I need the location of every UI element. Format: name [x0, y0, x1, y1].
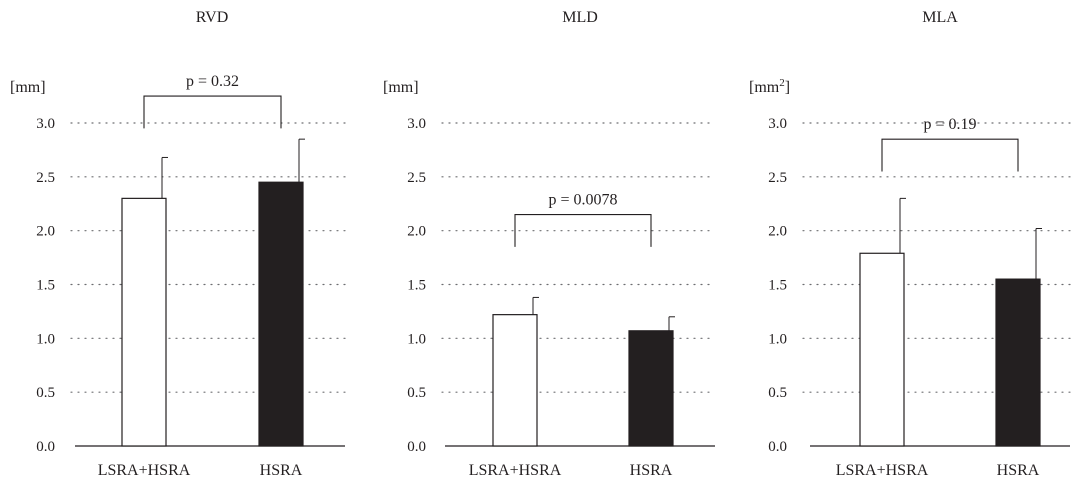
y-tick-label: 2.5: [768, 170, 787, 186]
category-label: HSRA: [630, 462, 673, 479]
y-tick-label: 1.5: [768, 278, 787, 294]
chart-panel-mld: MLD [mm] 0.0 0.5 1.0 1.5 2.0 2.5 3.0 LSRA+HSRA HSR…: [383, 9, 716, 479]
significance-bracket: [143, 95, 282, 129]
y-tick-label: 1.0: [768, 331, 787, 347]
y-tick-label: 0.0: [407, 439, 426, 455]
bar-hsra: [995, 278, 1041, 447]
y-tick-label: 3.0: [768, 116, 787, 132]
p-value-label: p = 0.32: [186, 73, 239, 90]
y-tick-label: 2.0: [768, 224, 787, 240]
chart-panel-rvd: RVD [mm] 0.0 0.5 1.0 1.5 2.0 2.5 3.0 LSRA+HSRA HSR…: [10, 9, 346, 479]
chart-title: MLD: [562, 9, 598, 26]
y-tick-label: 0.0: [36, 439, 55, 455]
bar-lsra-hsra: [492, 314, 538, 447]
category-label: HSRA: [260, 462, 303, 479]
y-tick-label: 0.5: [407, 385, 426, 401]
category-label: LSRA+HSRA: [836, 462, 929, 479]
chart-title: MLA: [922, 9, 958, 26]
significance-bracket: [881, 138, 1019, 172]
y-axis-label: [mm2]: [749, 77, 790, 96]
y-tick-label: 2.5: [407, 170, 426, 186]
p-value-label: p = 0.0078: [548, 192, 617, 209]
y-tick-label: 1.0: [36, 331, 55, 347]
category-label: LSRA+HSRA: [469, 462, 562, 479]
y-axis-label: [mm]: [10, 79, 46, 96]
y-tick-label: 2.5: [36, 170, 55, 186]
chart-title: RVD: [196, 9, 229, 26]
p-value-label: p = 0.19: [923, 116, 976, 133]
y-tick-label: 2.0: [407, 224, 426, 240]
y-tick-label: 1.0: [407, 331, 426, 347]
bar-hsra: [258, 181, 304, 447]
category-label: LSRA+HSRA: [98, 462, 191, 479]
y-axis-label: [mm]: [383, 79, 419, 96]
bar-lsra-hsra: [859, 252, 905, 447]
significance-bracket: [514, 213, 652, 247]
y-tick-label: 1.5: [407, 278, 426, 294]
bar-hsra: [628, 330, 674, 447]
y-tick-label: 0.5: [36, 385, 55, 401]
chart-panel-mla: MLA [mm2] 0.0 0.5 1.0 1.5 2.0 2.5 3.0 LSRA+HSRA HS…: [749, 9, 1071, 479]
y-tick-label: 0.0: [768, 439, 787, 455]
y-tick-label: 1.5: [36, 278, 55, 294]
y-tick-label: 3.0: [36, 116, 55, 132]
y-tick-label: 3.0: [407, 116, 426, 132]
y-tick-label: 2.0: [36, 224, 55, 240]
y-tick-label: 0.5: [768, 385, 787, 401]
bar-lsra-hsra: [121, 197, 167, 447]
category-label: HSRA: [997, 462, 1040, 479]
